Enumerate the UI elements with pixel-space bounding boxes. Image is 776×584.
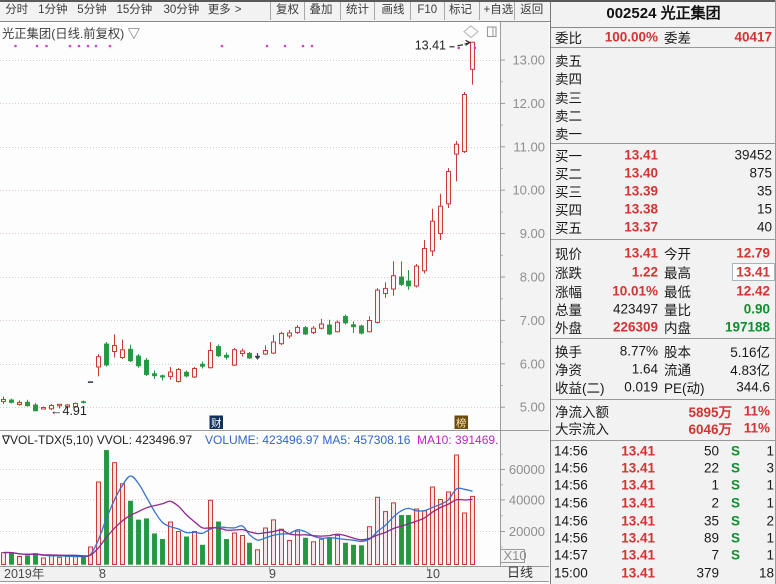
svg-text:财: 财	[211, 417, 222, 430]
svg-text:日线: 日线	[507, 565, 533, 580]
svg-text:∇VOL-TDX(5,10) VVOL: 423496.9: ∇VOL-TDX(5,10) VVOL: 423496.97	[1, 433, 192, 447]
svg-text:2019年: 2019年	[4, 567, 44, 581]
svg-text:8.00: 8.00	[520, 270, 545, 285]
svg-text:6.00: 6.00	[520, 356, 545, 371]
svg-text:7.00: 7.00	[520, 313, 545, 328]
svg-text:40000: 40000	[509, 492, 545, 507]
svg-text:20000: 20000	[509, 524, 545, 539]
svg-text:11.00: 11.00	[513, 139, 545, 154]
svg-text:13.00: 13.00	[512, 53, 545, 68]
svg-text:VOLUME: 423496.97 MA5: 457308: VOLUME: 423496.97 MA5: 457308.16	[205, 433, 411, 447]
svg-text:13.41: 13.41	[415, 39, 446, 53]
svg-text:5.00: 5.00	[520, 400, 545, 415]
svg-text:9.00: 9.00	[520, 226, 545, 241]
svg-text:←4.91: ←4.91	[50, 404, 87, 418]
svg-text:9: 9	[269, 567, 276, 581]
svg-text:X10: X10	[504, 548, 527, 563]
svg-text:榜: 榜	[456, 417, 467, 430]
svg-text:MA10: 391469.: MA10: 391469.	[417, 433, 498, 447]
svg-text:10.00: 10.00	[512, 183, 545, 198]
svg-text:8: 8	[99, 567, 106, 581]
svg-text:12.00: 12.00	[512, 96, 545, 111]
svg-text:10: 10	[426, 567, 440, 581]
svg-text:60000: 60000	[509, 462, 545, 477]
